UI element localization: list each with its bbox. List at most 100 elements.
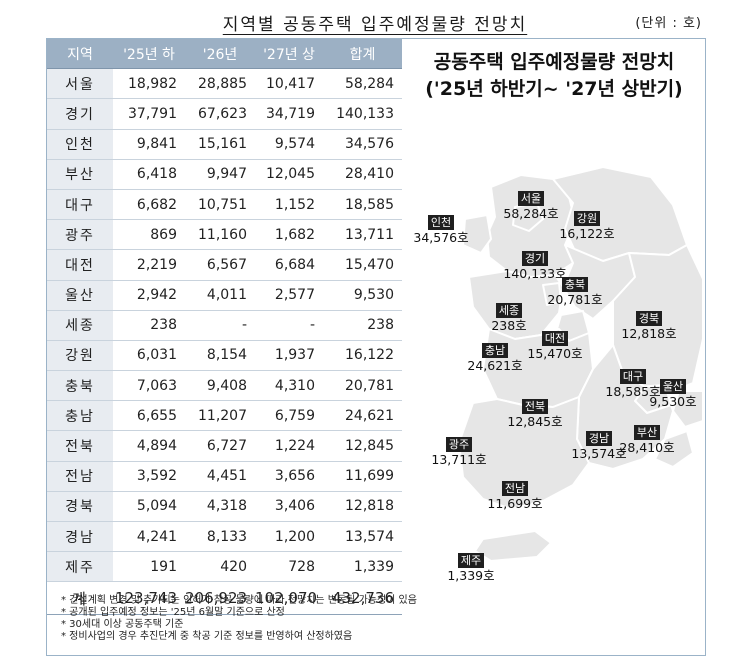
value-cell-h25: 6,418 — [113, 159, 185, 190]
value-cell-h25: 191 — [113, 551, 185, 583]
map-label: 부산 28,410호 — [613, 425, 681, 455]
value-cell-y26: 15,161 — [185, 129, 255, 160]
map-label-name: 강원 — [573, 211, 601, 226]
region-cell: 경남 — [47, 521, 113, 553]
footnote: * 30세대 이상 공동주택 기준 — [61, 619, 184, 630]
region-cell: 전남 — [47, 461, 113, 492]
value-cell-h27: 1,682 — [255, 219, 323, 251]
value-cell-h25: 6,655 — [113, 400, 185, 432]
map-label: 세종 238호 — [475, 303, 543, 333]
map-label-value: 140,133호 — [503, 266, 567, 281]
map-label-name: 충북 — [561, 277, 589, 292]
map-label: 경기 140,133호 — [501, 251, 569, 281]
map-label-value: 15,470호 — [527, 346, 583, 361]
table-row: 전북 4,894 6,727 1,224 12,845 — [47, 430, 402, 462]
map-label: 제주 1,339호 — [437, 553, 505, 583]
total-cell-h27: 102,070 — [255, 581, 323, 616]
map-label: 강원 16,122호 — [553, 211, 621, 241]
value-cell-h25: 869 — [113, 219, 185, 251]
map-region-jeju — [474, 530, 552, 562]
map-label-value: 12,818호 — [621, 326, 677, 341]
total-row: 계 123,743 206,923 102,070 432,736 — [47, 581, 402, 616]
table-row: 인천 9,841 15,161 9,574 34,576 — [47, 129, 402, 160]
map-label-value: 12,845호 — [507, 414, 563, 429]
map-label-name: 전남 — [501, 481, 529, 496]
value-cell-y26: 6,727 — [185, 430, 255, 462]
value-cell-y26: 11,207 — [185, 400, 255, 432]
value-cell-h25: 6,031 — [113, 340, 185, 372]
map-label-name: 인천 — [427, 215, 455, 230]
value-cell-y26: 420 — [185, 551, 255, 583]
korea-map — [458, 166, 704, 562]
value-cell-h27: 6,759 — [255, 400, 323, 432]
region-table: 지역 '25년 하 '26년 '27년 상 합계 서울 18,982 28,885 1… — [47, 39, 402, 616]
map-label-name: 경북 — [635, 311, 663, 326]
value-cell-y26: 9,408 — [185, 370, 255, 402]
map-panel: 공동주택 입주예정물량 전망치 ('25년 하반기~ '27년 상반기) 서울 5… — [403, 39, 705, 587]
map-title-line1: 공동주택 입주예정물량 전망치 — [433, 51, 675, 73]
region-cell: 울산 — [47, 280, 113, 311]
value-cell-h27: 34,719 — [255, 98, 323, 130]
region-cell: 인천 — [47, 129, 113, 160]
value-cell-y26: 67,623 — [185, 98, 255, 130]
value-cell-h27: 1,152 — [255, 189, 323, 221]
value-cell-total: 13,711 — [323, 219, 402, 251]
value-cell-y26: 8,133 — [185, 521, 255, 553]
table-row: 경기 37,791 67,623 34,719 140,133 — [47, 98, 402, 130]
table-row: 대전 2,219 6,567 6,684 15,470 — [47, 249, 402, 281]
value-cell-h27: 3,656 — [255, 461, 323, 492]
map-region-busan — [654, 430, 694, 468]
map-label-value: 58,284호 — [503, 206, 559, 221]
value-cell-h25: 9,841 — [113, 129, 185, 160]
value-cell-y26: 4,451 — [185, 461, 255, 492]
region-cell: 충북 — [47, 370, 113, 402]
map-label: 인천 34,576호 — [407, 215, 475, 245]
map-label-name: 울산 — [659, 379, 687, 394]
value-cell-y26: 6,567 — [185, 249, 255, 281]
value-cell-total: 12,845 — [323, 430, 402, 462]
map-label: 충남 24,621호 — [461, 343, 529, 373]
map-label-value: 9,530호 — [649, 394, 697, 409]
value-cell-h27: 1,937 — [255, 340, 323, 372]
table-row: 대구 6,682 10,751 1,152 18,585 — [47, 189, 402, 221]
footnote: * 정비사업의 경우 추진단계 중 착공 기준 정보를 반영하여 산정하였음 — [61, 631, 353, 642]
table-header-row: 지역 '25년 하 '26년 '27년 상 합계 — [47, 39, 402, 70]
value-cell-total: 15,470 — [323, 249, 402, 281]
header-h27: '27년 상 — [255, 39, 323, 70]
footnote: * 건설계획 변경 및 추가되는 인허가·착공 물량에 따라 전망치는 변동될 … — [61, 595, 417, 606]
map-label: 서울 58,284호 — [497, 191, 565, 221]
value-cell-y26: 8,154 — [185, 340, 255, 372]
region-cell: 대구 — [47, 189, 113, 221]
map-region-incheon — [462, 214, 492, 254]
value-cell-h27: 728 — [255, 551, 323, 583]
region-cell: 서울 — [47, 68, 113, 100]
value-cell-h27: 2,577 — [255, 280, 323, 311]
value-cell-total: 140,133 — [323, 98, 402, 130]
value-cell-h25: 6,682 — [113, 189, 185, 221]
value-cell-h27: 4,310 — [255, 370, 323, 402]
value-cell-h25: 4,241 — [113, 521, 185, 553]
value-cell-total: 16,122 — [323, 340, 402, 372]
region-cell: 충남 — [47, 400, 113, 432]
table-row: 울산 2,942 4,011 2,577 9,530 — [47, 280, 402, 311]
value-cell-h27: 10,417 — [255, 68, 323, 100]
value-cell-h25: 37,791 — [113, 98, 185, 130]
value-cell-total: 28,410 — [323, 159, 402, 190]
region-cell: 강원 — [47, 340, 113, 372]
value-cell-h27: - — [255, 310, 323, 341]
footnote: * 공개된 입주예정 정보는 '25년 6월말 기준으로 산정 — [61, 607, 285, 618]
header-region: 지역 — [47, 39, 113, 70]
map-label-value: 34,576호 — [413, 230, 469, 245]
table-row: 서울 18,982 28,885 10,417 58,284 — [47, 68, 402, 100]
map-label: 전북 12,845호 — [501, 399, 569, 429]
table-row: 강원 6,031 8,154 1,937 16,122 — [47, 340, 402, 372]
value-cell-total: 20,781 — [323, 370, 402, 402]
value-cell-total: 238 — [323, 310, 402, 341]
table-row: 제주 191 420 728 1,339 — [47, 551, 402, 583]
region-cell: 제주 — [47, 551, 113, 583]
value-cell-total: 34,576 — [323, 129, 402, 160]
value-cell-h27: 12,045 — [255, 159, 323, 190]
total-cell-total: 432,736 — [323, 581, 402, 616]
value-cell-h27: 1,224 — [255, 430, 323, 462]
value-cell-y26: 11,160 — [185, 219, 255, 251]
